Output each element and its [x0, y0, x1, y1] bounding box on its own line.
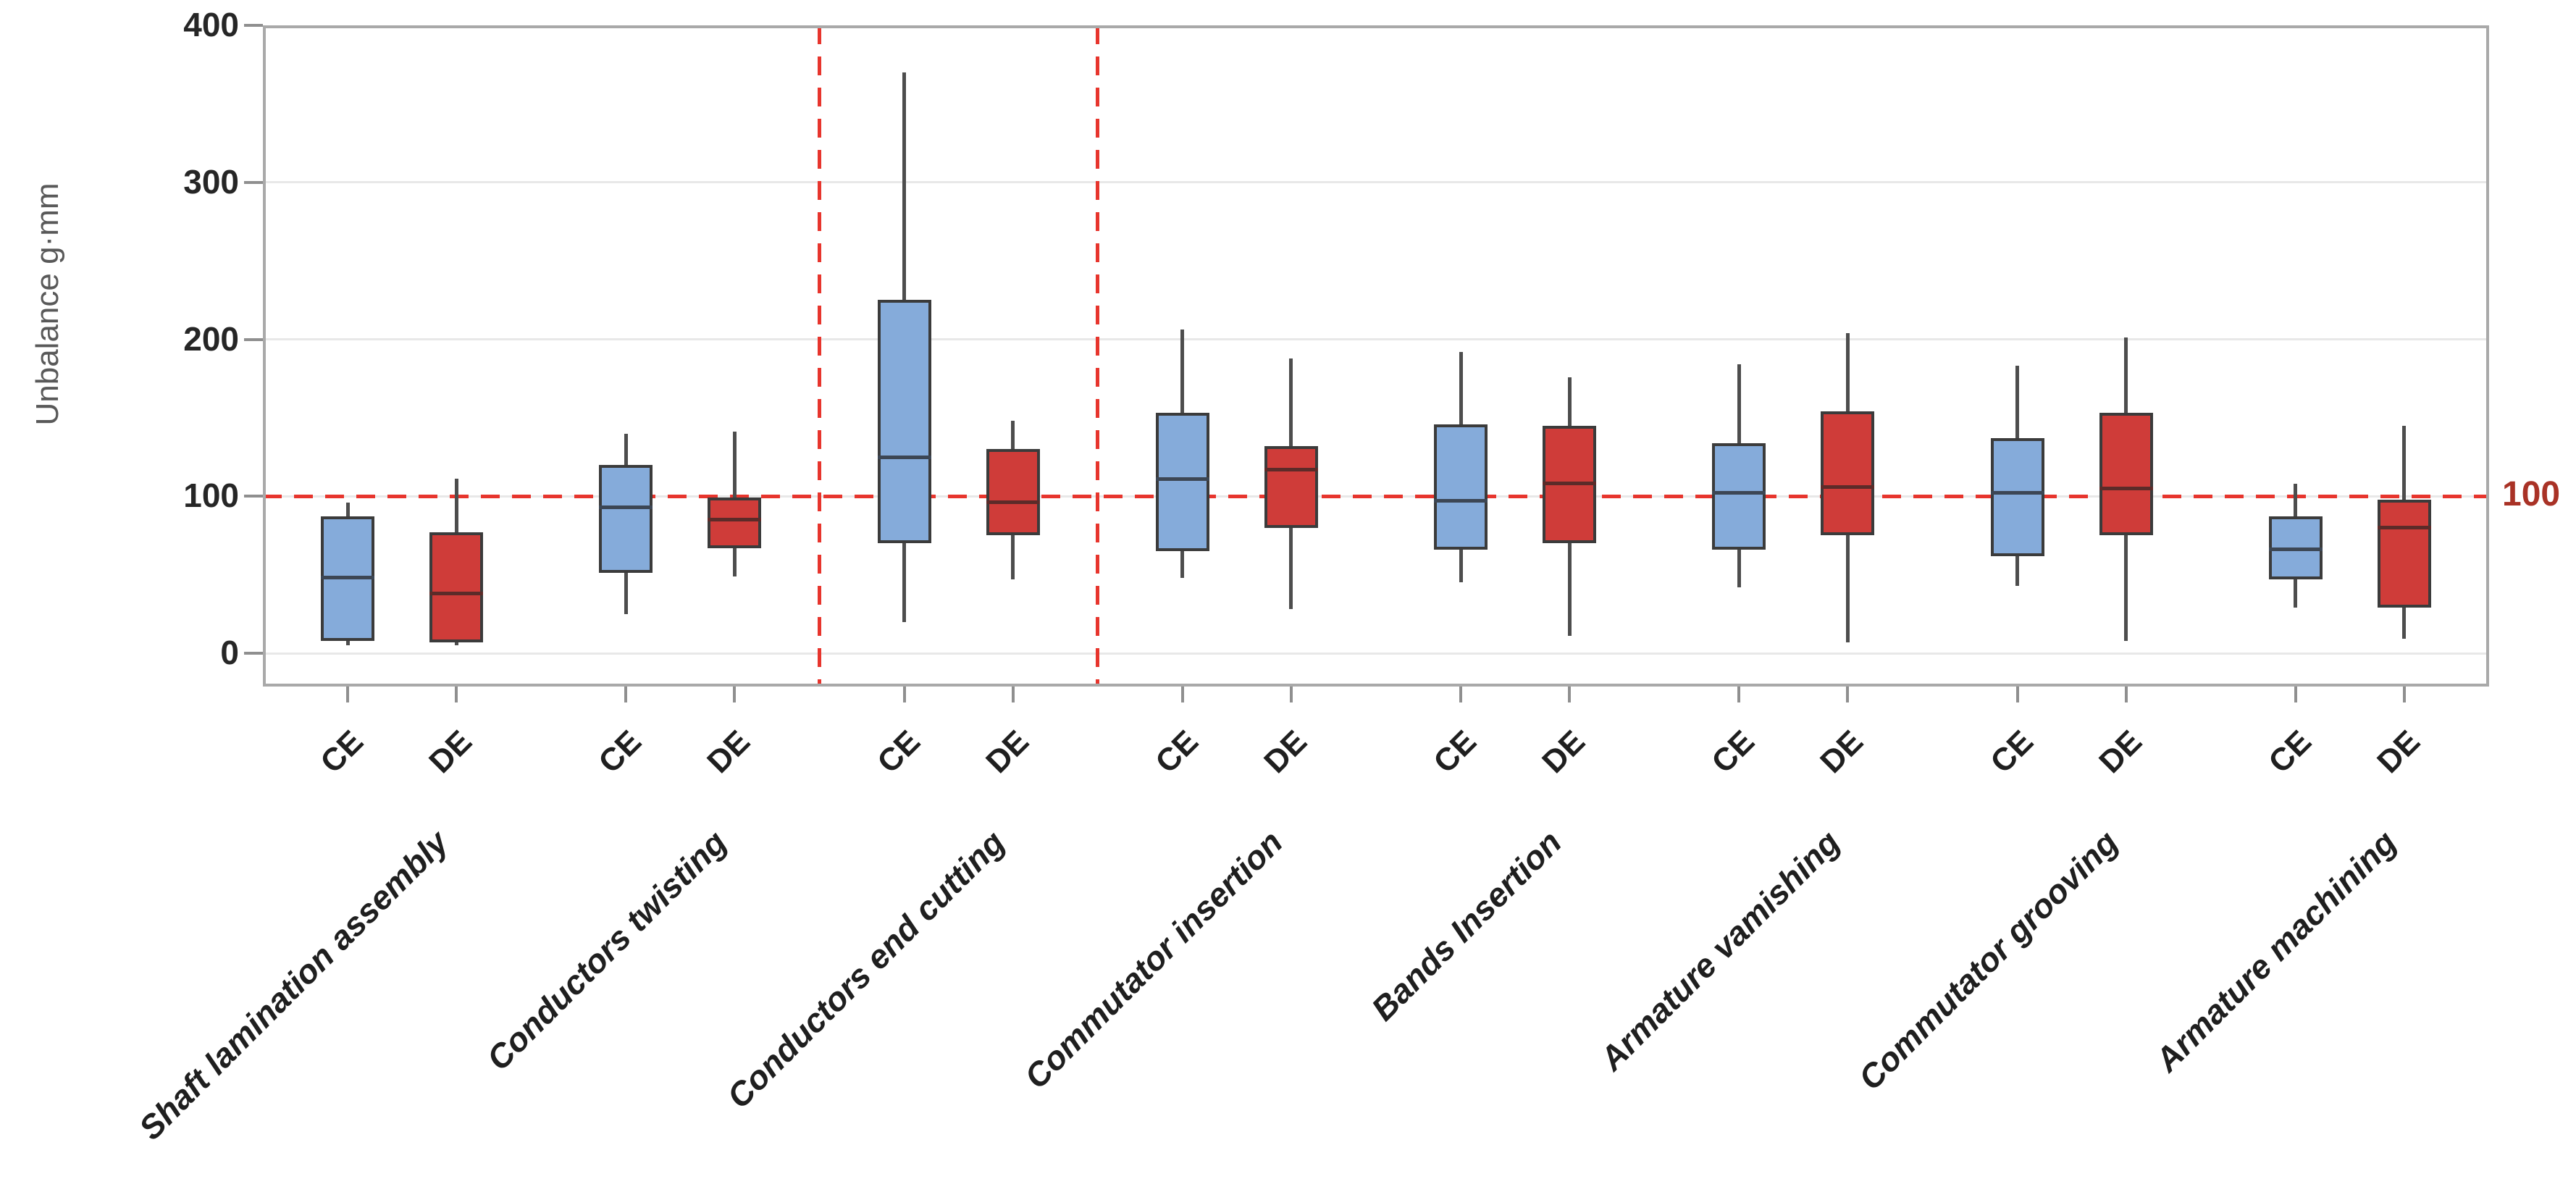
- median-DE-5: [1543, 482, 1597, 486]
- y-tick-label-400: 400: [183, 6, 239, 43]
- x-tick-DE-4: [1289, 687, 1293, 702]
- y-tick-label-100: 100: [183, 477, 239, 515]
- reference-line-100: [263, 494, 2489, 498]
- box-CE-3: [877, 300, 931, 544]
- median-DE-3: [986, 500, 1040, 505]
- median-DE-7: [2099, 486, 2153, 490]
- reference-line-label: 100: [2502, 475, 2561, 514]
- category-label-1: Shaft lamination assembly: [131, 823, 456, 1147]
- median-DE-8: [2377, 526, 2431, 530]
- x-tick-label-CE-7: CE: [1983, 723, 2040, 781]
- x-tick-DE-5: [1568, 687, 1572, 702]
- box-DE-8: [2377, 499, 2431, 608]
- x-tick-DE-7: [2124, 687, 2128, 702]
- y-tick-label-200: 200: [183, 319, 239, 358]
- median-CE-7: [1990, 491, 2044, 495]
- x-tick-CE-2: [624, 687, 628, 702]
- x-tick-label-CE-6: CE: [1705, 723, 1762, 781]
- median-CE-1: [321, 576, 375, 580]
- category-label-7: Commutator grooving: [1850, 823, 2126, 1097]
- gridline-y300: [263, 181, 2489, 184]
- x-tick-CE-8: [2294, 687, 2297, 702]
- box-CE-2: [599, 464, 653, 574]
- gridline-y200: [263, 338, 2489, 340]
- box-CE-4: [1155, 413, 1209, 552]
- x-tick-DE-2: [733, 687, 737, 702]
- y-tick-label-300: 300: [183, 162, 239, 201]
- median-CE-8: [2268, 547, 2323, 552]
- category-label-3: Conductors end cutting: [719, 823, 1012, 1116]
- box-CE-6: [1712, 442, 1766, 550]
- vertical-marker-2: [1096, 25, 1100, 687]
- median-DE-1: [429, 592, 484, 596]
- x-tick-DE-6: [1846, 687, 1850, 702]
- box-CE-5: [1434, 424, 1488, 550]
- y-axis-title: Unbalance g·mm: [30, 182, 65, 426]
- x-tick-label-DE-8: DE: [2370, 723, 2427, 781]
- box-DE-6: [1821, 411, 1875, 536]
- plot-frame: [263, 25, 2489, 687]
- box-DE-3: [986, 449, 1040, 536]
- x-tick-CE-4: [1180, 687, 1184, 702]
- median-DE-6: [1821, 484, 1875, 489]
- x-tick-label-DE-3: DE: [978, 723, 1036, 781]
- x-tick-label-DE-1: DE: [422, 723, 479, 781]
- category-label-4: Commutator insertion: [1017, 823, 1291, 1096]
- median-DE-2: [708, 518, 762, 522]
- x-tick-label-DE-6: DE: [1813, 723, 1871, 781]
- x-tick-label-CE-1: CE: [314, 723, 371, 781]
- x-tick-label-CE-4: CE: [1148, 723, 1205, 781]
- y-tick-200: [244, 337, 263, 341]
- x-tick-CE-1: [346, 687, 350, 702]
- x-tick-label-DE-2: DE: [700, 723, 758, 781]
- y-tick-100: [244, 495, 263, 498]
- box-DE-1: [429, 532, 484, 642]
- median-DE-4: [1264, 467, 1318, 471]
- category-label-6: Armature vamishing: [1592, 823, 1847, 1078]
- x-tick-label-DE-5: DE: [1535, 723, 1593, 781]
- x-tick-label-CE-2: CE: [592, 723, 649, 781]
- median-CE-2: [599, 505, 653, 509]
- box-CE-7: [1990, 438, 2044, 556]
- box-DE-7: [2099, 413, 2153, 536]
- y-tick-label-0: 0: [220, 634, 239, 671]
- category-label-2: Conductors twisting: [479, 823, 734, 1078]
- x-tick-DE-3: [1011, 687, 1015, 702]
- x-tick-CE-7: [2015, 687, 2019, 702]
- x-tick-label-DE-4: DE: [1256, 723, 1314, 781]
- x-tick-DE-8: [2402, 687, 2406, 702]
- x-tick-label-CE-3: CE: [870, 723, 927, 781]
- category-label-5: Bands Insertion: [1363, 823, 1569, 1028]
- x-tick-label-CE-8: CE: [2261, 723, 2318, 781]
- x-tick-DE-1: [455, 687, 458, 702]
- box-DE-4: [1264, 445, 1318, 528]
- median-CE-6: [1712, 491, 1766, 495]
- vertical-marker-1: [818, 25, 821, 687]
- box-DE-2: [708, 498, 762, 548]
- median-CE-5: [1434, 499, 1488, 503]
- x-tick-label-CE-5: CE: [1427, 723, 1484, 781]
- median-CE-3: [877, 455, 931, 459]
- x-tick-CE-6: [1737, 687, 1741, 702]
- gridline-y0: [263, 652, 2489, 655]
- x-tick-CE-5: [1459, 687, 1463, 702]
- median-CE-4: [1155, 477, 1209, 481]
- x-tick-CE-3: [902, 687, 906, 702]
- x-tick-label-DE-7: DE: [2092, 723, 2149, 781]
- y-tick-0: [244, 652, 263, 655]
- y-tick-300: [244, 180, 263, 184]
- category-label-8: Armature machining: [2147, 823, 2404, 1079]
- y-tick-400: [244, 24, 263, 27]
